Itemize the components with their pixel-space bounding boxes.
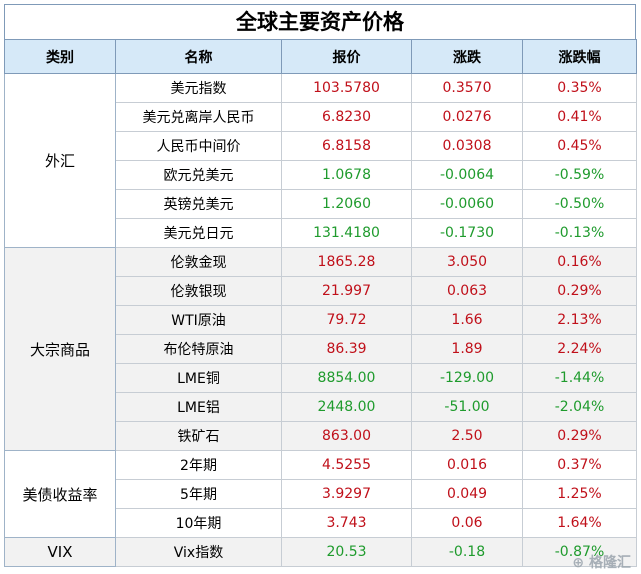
- name-cell: 美元兑日元: [115, 218, 282, 248]
- name-cell: 5年期: [115, 479, 282, 509]
- price-cell: 103.5780: [281, 73, 412, 103]
- price-cell: 6.8158: [281, 131, 412, 161]
- change-cell: -0.0064: [411, 160, 523, 190]
- change-pct-cell: 0.35%: [522, 73, 637, 103]
- change-pct-cell: 2.24%: [522, 334, 637, 364]
- table-row: 美元兑日元 131.4180 -0.1730 -0.13%: [5, 218, 637, 248]
- name-cell: 铁矿石: [115, 421, 282, 451]
- price-cell: 131.4180: [281, 218, 412, 248]
- change-pct-cell: 0.29%: [522, 421, 637, 451]
- change-cell: 0.0308: [411, 131, 523, 161]
- change-cell: 0.063: [411, 276, 523, 306]
- table-row: 大宗商品 伦敦金现 1865.28 3.050 0.16%: [4, 247, 637, 451]
- price-cell: 1865.28: [281, 247, 412, 277]
- table-row: VIX Vix指数 20.53 -0.18 -0.87%: [4, 537, 637, 567]
- change-pct-cell: -2.04%: [522, 392, 637, 422]
- change-cell: 3.050: [411, 247, 523, 277]
- table-row: LME铝 2448.00 -51.00 -2.04%: [5, 392, 637, 422]
- category-cell: 大宗商品: [4, 247, 116, 451]
- price-cell: 21.997: [281, 276, 412, 306]
- change-pct-cell: 0.16%: [522, 247, 637, 277]
- name-cell: LME铝: [115, 392, 282, 422]
- change-cell: 1.89: [411, 334, 523, 364]
- name-cell: 伦敦银现: [115, 276, 282, 306]
- change-cell: 0.049: [411, 479, 523, 509]
- header-change: 涨跌: [411, 39, 523, 74]
- change-cell: 0.0276: [411, 102, 523, 132]
- change-pct-cell: 1.64%: [522, 508, 637, 538]
- change-cell: -0.0060: [411, 189, 523, 219]
- price-cell: 6.8230: [281, 102, 412, 132]
- price-cell: 8854.00: [281, 363, 412, 393]
- name-cell: 布伦特原油: [115, 334, 282, 364]
- change-pct-cell: -0.59%: [522, 160, 637, 190]
- change-pct-cell: 0.37%: [522, 450, 637, 480]
- price-cell: 79.72: [281, 305, 412, 335]
- asset-price-table-container: 全球主要资产价格 类别 名称 报价 涨跌 涨跌幅 外汇 美元指数 103.5780 0…: [4, 4, 637, 567]
- name-cell: 人民币中间价: [115, 131, 282, 161]
- name-cell: Vix指数: [115, 537, 282, 567]
- table-row: 美元兑离岸人民币 6.8230 0.0276 0.41%: [5, 102, 637, 132]
- header-category: 类别: [4, 39, 116, 74]
- change-pct-cell: 0.29%: [522, 276, 637, 306]
- price-cell: 20.53: [281, 537, 412, 567]
- table-row: 伦敦银现 21.997 0.063 0.29%: [5, 276, 637, 306]
- change-cell: -51.00: [411, 392, 523, 422]
- name-cell: 英镑兑美元: [115, 189, 282, 219]
- change-cell: 1.66: [411, 305, 523, 335]
- price-cell: 863.00: [281, 421, 412, 451]
- name-cell: WTI原油: [115, 305, 282, 335]
- header-name: 名称: [115, 39, 282, 74]
- name-cell: LME铜: [115, 363, 282, 393]
- price-cell: 2448.00: [281, 392, 412, 422]
- name-cell: 2年期: [115, 450, 282, 480]
- change-cell: 2.50: [411, 421, 523, 451]
- category-cell: 美债收益率: [4, 450, 116, 538]
- change-cell: -0.1730: [411, 218, 523, 248]
- price-cell: 3.9297: [281, 479, 412, 509]
- price-cell: 1.2060: [281, 189, 412, 219]
- change-cell: 0.016: [411, 450, 523, 480]
- change-pct-cell: -0.13%: [522, 218, 637, 248]
- table-row: 外汇 美元指数 103.5780 0.3570 0.35%: [4, 73, 637, 248]
- table-row: 铁矿石 863.00 2.50 0.29%: [5, 421, 637, 451]
- price-cell: 1.0678: [281, 160, 412, 190]
- watermark-logo: ⊕ 格隆汇: [572, 555, 631, 571]
- name-cell: 伦敦金现: [115, 247, 282, 277]
- table-row: 人民币中间价 6.8158 0.0308 0.45%: [5, 131, 637, 161]
- name-cell: 美元指数: [115, 73, 282, 103]
- category-cell: 外汇: [4, 73, 116, 248]
- change-pct-cell: 2.13%: [522, 305, 637, 335]
- name-cell: 10年期: [115, 508, 282, 538]
- asset-price-table: 类别 名称 报价 涨跌 涨跌幅 外汇 美元指数 103.5780 0.3570 0.35…: [4, 39, 637, 567]
- change-pct-cell: -0.50%: [522, 189, 637, 219]
- change-pct-cell: 0.41%: [522, 102, 637, 132]
- table-row: LME铜 8854.00 -129.00 -1.44%: [5, 363, 637, 393]
- header-change-pct: 涨跌幅: [522, 39, 637, 74]
- change-cell: 0.3570: [411, 73, 523, 103]
- change-pct-cell: 0.45%: [522, 131, 637, 161]
- name-cell: 美元兑离岸人民币: [115, 102, 282, 132]
- change-cell: -0.18: [411, 537, 523, 567]
- table-row: 英镑兑美元 1.2060 -0.0060 -0.50%: [5, 189, 637, 219]
- name-cell: 欧元兑美元: [115, 160, 282, 190]
- change-cell: 0.06: [411, 508, 523, 538]
- table-row: 欧元兑美元 1.0678 -0.0064 -0.59%: [5, 160, 637, 190]
- table-title: 全球主要资产价格: [4, 4, 636, 39]
- table-body: 外汇 美元指数 103.5780 0.3570 0.35% 美元兑离岸人民币 6.8230 0…: [4, 73, 637, 567]
- header-row: 类别 名称 报价 涨跌 涨跌幅: [4, 39, 637, 74]
- category-cell: VIX: [4, 537, 116, 567]
- change-pct-cell: -0.87%: [522, 537, 637, 567]
- price-cell: 86.39: [281, 334, 412, 364]
- table-row: 10年期 3.743 0.06 1.64%: [5, 508, 637, 538]
- price-cell: 4.5255: [281, 450, 412, 480]
- header-price: 报价: [281, 39, 412, 74]
- table-row: 美债收益率 2年期 4.5255 0.016 0.37%: [4, 450, 637, 538]
- price-cell: 3.743: [281, 508, 412, 538]
- change-pct-cell: 1.25%: [522, 479, 637, 509]
- table-row: 5年期 3.9297 0.049 1.25%: [5, 479, 637, 509]
- change-pct-cell: -1.44%: [522, 363, 637, 393]
- change-cell: -129.00: [411, 363, 523, 393]
